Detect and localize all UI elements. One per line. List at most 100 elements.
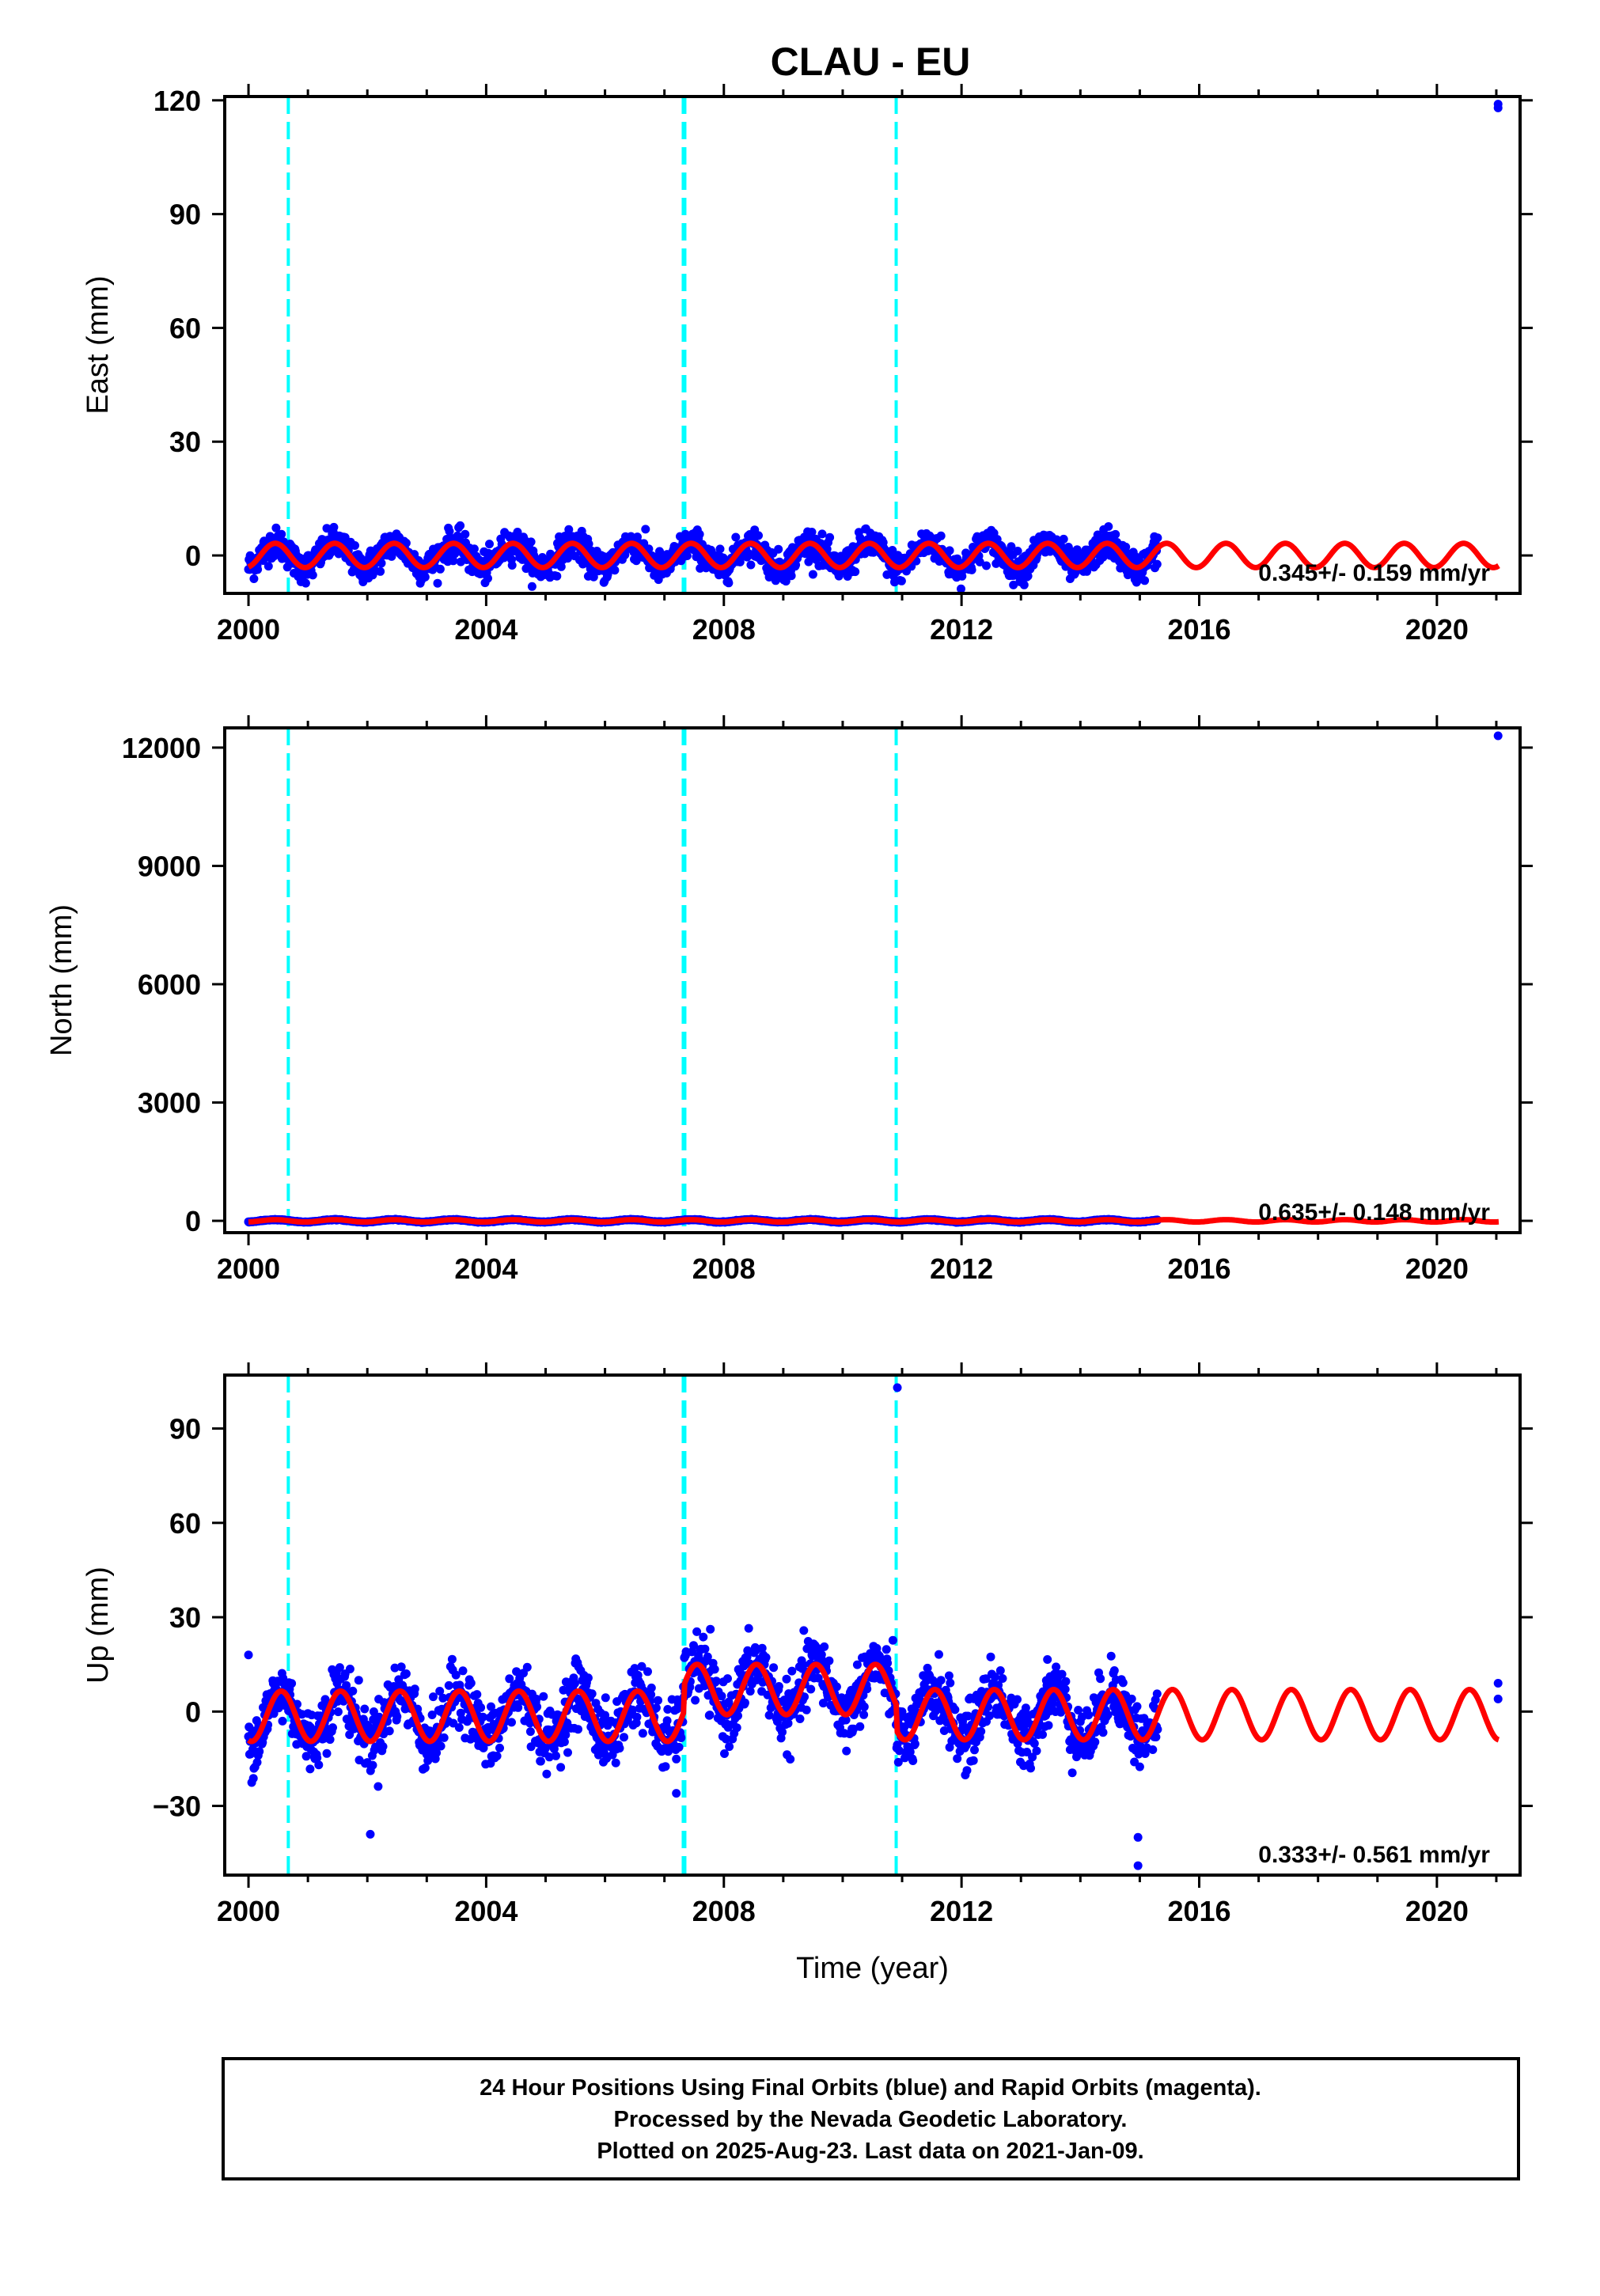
data-point (435, 1687, 445, 1695)
data-point (935, 1650, 943, 1659)
data-point (1032, 1746, 1041, 1756)
data-point (688, 1647, 696, 1657)
data-points (244, 100, 1503, 593)
x-tick-label: 2012 (930, 613, 993, 646)
data-point (715, 544, 725, 554)
x-tick-label: 2008 (692, 613, 756, 646)
data-point (449, 556, 458, 566)
data-point (563, 1748, 572, 1757)
data-point (348, 1686, 358, 1695)
y-tick-label: 12000 (122, 732, 201, 764)
data-point (672, 1754, 681, 1764)
data-point (791, 560, 801, 570)
data-point (552, 1751, 560, 1760)
data-point (720, 1749, 729, 1758)
data-point (717, 1692, 726, 1701)
data-point (561, 1730, 571, 1740)
data-point (637, 1661, 646, 1671)
data-point (643, 1667, 652, 1677)
data-point (620, 1733, 628, 1742)
data-point (539, 1692, 548, 1701)
data-point (396, 1662, 406, 1672)
data-point (787, 571, 796, 581)
data-point (255, 1747, 264, 1756)
data-point (806, 1684, 816, 1694)
data-point (439, 1733, 449, 1742)
data-point (564, 525, 574, 534)
data-point (342, 1680, 351, 1690)
data-point (630, 1664, 639, 1673)
data-point (512, 1667, 521, 1677)
data-point (589, 572, 598, 582)
data-point (527, 582, 536, 591)
data-point (420, 572, 430, 582)
data-point (1038, 1730, 1047, 1739)
data-point (627, 1705, 637, 1714)
data-point (378, 1742, 388, 1751)
y-axis-label: North (mm) (45, 904, 78, 1056)
data-point (325, 1735, 335, 1745)
data-point (487, 1702, 495, 1711)
data-points (244, 1383, 1503, 1870)
data-point (1013, 1695, 1022, 1704)
data-point (301, 578, 310, 588)
rate-annotation: 0.345+/- 0.159 mm/yr (1258, 560, 1490, 586)
data-point (746, 560, 756, 570)
data-point (1111, 529, 1120, 539)
data-point (692, 1627, 702, 1636)
rate-annotation: 0.635+/- 0.148 mm/yr (1258, 1199, 1490, 1226)
data-point (472, 1690, 482, 1699)
data-point (731, 532, 741, 542)
data-point (691, 1695, 700, 1705)
data-point (774, 544, 783, 554)
data-point (485, 540, 494, 549)
x-tick-label: 2016 (1167, 613, 1230, 646)
chart-title: CLAU - EU (771, 40, 971, 84)
data-point (525, 1718, 535, 1728)
data-point (945, 546, 954, 555)
data-point (732, 1723, 741, 1733)
data-point (533, 1702, 542, 1711)
data-point (259, 1703, 267, 1712)
data-point (703, 1652, 712, 1661)
data-point (354, 1676, 363, 1685)
data-point (706, 1624, 715, 1634)
data-point (314, 1760, 324, 1770)
data-point (699, 1632, 708, 1642)
x-tick-label: 2004 (454, 1252, 518, 1285)
data-point (654, 1695, 662, 1705)
data-point (661, 1762, 670, 1771)
x-tick-label: 2012 (930, 1252, 993, 1285)
data-point (552, 571, 562, 581)
data-point (883, 1658, 893, 1668)
data-point (700, 1681, 709, 1691)
data-point (264, 562, 273, 571)
data-point (986, 1652, 995, 1661)
x-tick-label: 2008 (692, 1252, 756, 1285)
data-point (445, 527, 454, 536)
data-point (724, 578, 734, 588)
data-point (769, 1663, 779, 1673)
data-point (783, 1718, 793, 1728)
data-point (807, 528, 817, 536)
data-point (774, 1682, 783, 1691)
data-point (313, 1753, 322, 1763)
plot-frame (223, 95, 1522, 595)
data-point (778, 1727, 787, 1737)
data-point (711, 1677, 721, 1686)
data-point (271, 523, 281, 532)
model-curve (248, 1217, 1500, 1225)
data-point (544, 1752, 554, 1762)
data-point (556, 562, 566, 571)
data-point (976, 1726, 986, 1736)
data-point (308, 570, 317, 580)
data-point (888, 1635, 897, 1645)
data-point (469, 544, 479, 554)
data-point (646, 1690, 656, 1699)
data-point (910, 1739, 919, 1749)
data-point (646, 1683, 656, 1692)
north-panel: 2000 2004 2008 2012 2016 20200300060009000120… (45, 715, 1533, 1285)
data-point (682, 551, 692, 560)
